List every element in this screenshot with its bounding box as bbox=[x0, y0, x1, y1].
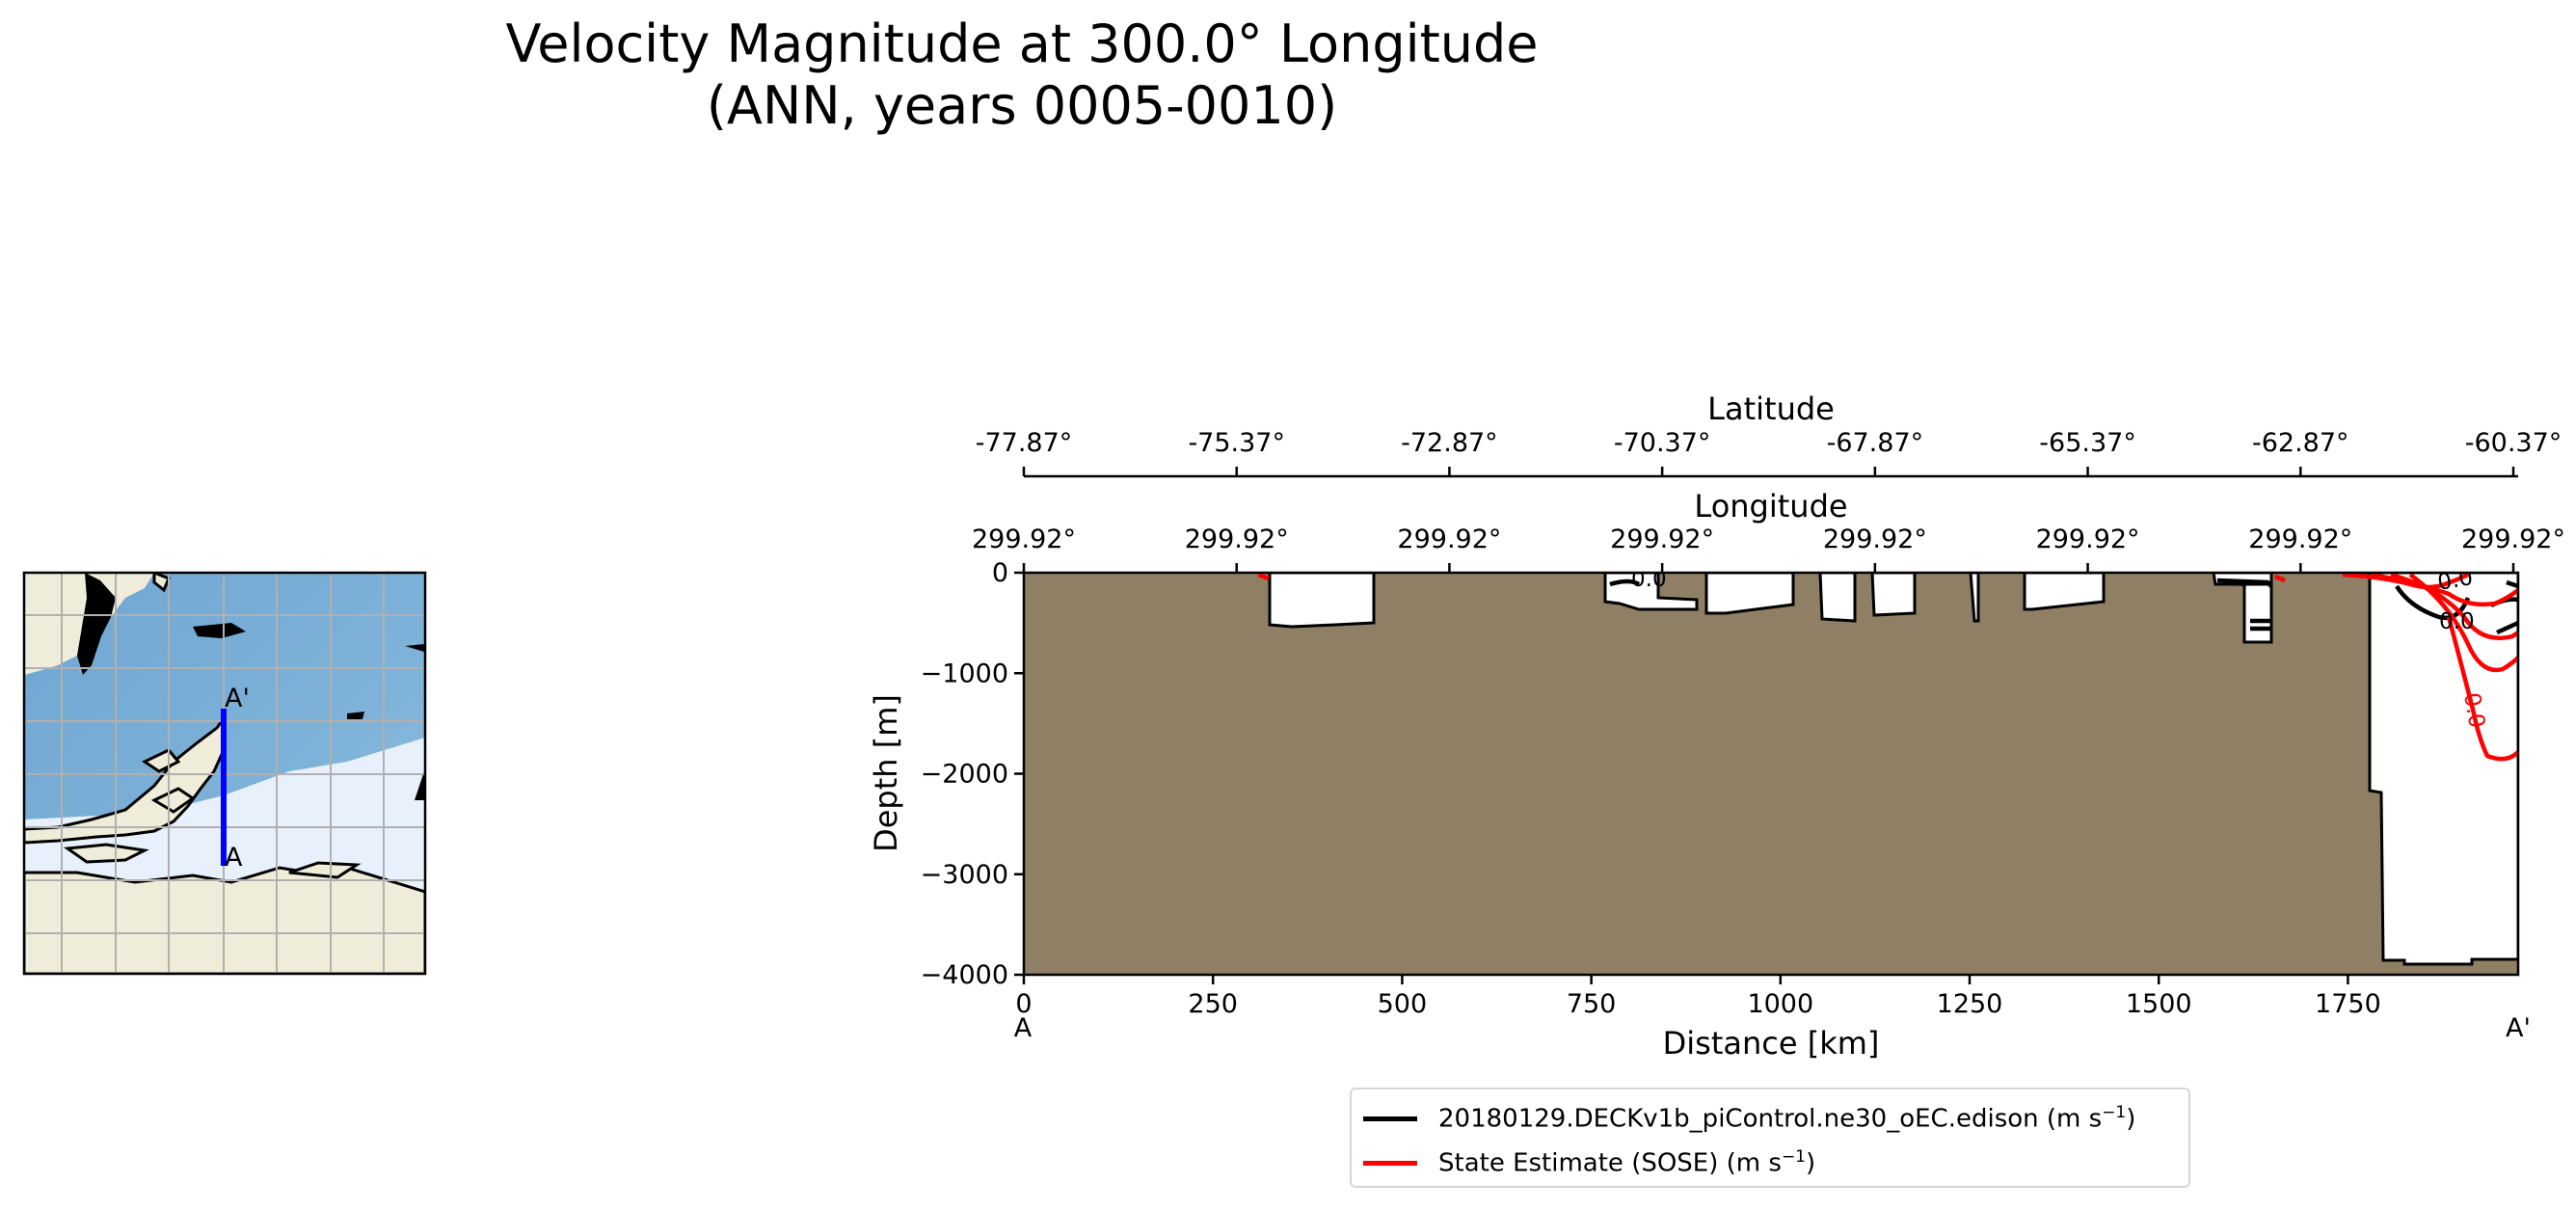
lon-tick-label: 299.92° bbox=[972, 524, 1076, 554]
contour-labels: 0.0 0.0 0.0 0.0 bbox=[1631, 565, 2489, 731]
lat-axis-ticks: -77.87° -75.37° -72.87° -70.37° -67.87° -65.3… bbox=[976, 428, 2563, 476]
model-contours bbox=[1609, 578, 2518, 635]
ocean-cavity-9 bbox=[2242, 582, 2273, 644]
ocean-cavity-5 bbox=[1870, 573, 1917, 617]
legend: 20180129.DECKv1b_piControl.ne30_oEC.edis… bbox=[1350, 1088, 2190, 1188]
y-tick-label: −1000 bbox=[921, 659, 1008, 688]
lon-tick-label: 299.92° bbox=[2248, 524, 2352, 554]
x-tick-label: 1000 bbox=[1747, 989, 1813, 1019]
lat-tick-label: -70.37° bbox=[1614, 428, 1711, 458]
lon-axis-label: Longitude bbox=[1694, 488, 1847, 524]
lon-tick-label: 299.92° bbox=[2461, 524, 2565, 554]
legend-label-sose: State Estimate (SOSE) (m s−1) bbox=[1438, 1147, 1816, 1178]
chart-title: Velocity Magnitude at 300.0° Longitude (… bbox=[309, 13, 1735, 137]
legend-entry-sose: State Estimate (SOSE) (m s−1) bbox=[1363, 1143, 1815, 1182]
y-axis-ticks: 0 −1000 −2000 −3000 −4000 bbox=[921, 558, 1024, 990]
legend-label-model: 20180129.DECKv1b_piControl.ne30_oEC.edis… bbox=[1438, 1103, 2136, 1134]
x-tick-label: 1500 bbox=[2126, 989, 2192, 1019]
y-axis-label: Depth [m] bbox=[868, 694, 904, 852]
y-tick-label: −3000 bbox=[921, 860, 1008, 890]
sose-contours bbox=[1257, 573, 2518, 762]
y-tick-label: −2000 bbox=[921, 760, 1008, 790]
ocean-cavity-6 bbox=[1969, 573, 1980, 623]
endpoint-right-label: A' bbox=[2506, 1013, 2531, 1043]
endpoint-left-label: A bbox=[1014, 1013, 1033, 1043]
lat-tick-label: -75.37° bbox=[1188, 428, 1285, 458]
legend-entry-model: 20180129.DECKv1b_piControl.ne30_oEC.edis… bbox=[1363, 1099, 2135, 1138]
lat-tick-label: -60.37° bbox=[2465, 428, 2563, 458]
lon-tick-label: 299.92° bbox=[1610, 524, 1714, 554]
ocean-cavity-3 bbox=[1704, 573, 1795, 615]
contour-label: 0.0 bbox=[2439, 609, 2475, 634]
ocean-deep-basin bbox=[2348, 573, 2518, 966]
contour-label: 0.0 bbox=[1631, 567, 1667, 592]
ocean-cavity-1 bbox=[1268, 573, 1376, 629]
legend-swatch-model bbox=[1363, 1116, 1417, 1121]
lat-tick-label: -72.87° bbox=[1401, 428, 1498, 458]
lon-axis-ticks: 299.92° 299.92° 299.92° 299.92° 299.92° 299.9… bbox=[972, 524, 2565, 573]
chart-title-line1: Velocity Magnitude at 300.0° Longitude bbox=[505, 13, 1539, 74]
x-tick-label: 500 bbox=[1378, 989, 1428, 1019]
lon-tick-label: 299.92° bbox=[2036, 524, 2140, 554]
x-axis-label: Distance [km] bbox=[1663, 1025, 1880, 1062]
x-tick-label: 1750 bbox=[2315, 989, 2381, 1019]
lat-tick-label: -77.87° bbox=[976, 428, 1073, 458]
contour-label: 0.0 bbox=[2436, 565, 2476, 596]
lat-tick-label: -67.87° bbox=[1827, 428, 1924, 458]
y-tick-label: 0 bbox=[992, 558, 1008, 588]
lat-tick-label: -62.87° bbox=[2252, 428, 2349, 458]
x-tick-label: 1250 bbox=[1937, 989, 2003, 1019]
lon-tick-label: 299.92° bbox=[1823, 524, 1927, 554]
lat-axis-label: Latitude bbox=[1707, 390, 1835, 427]
lat-tick-label: -65.37° bbox=[2039, 428, 2136, 458]
lon-tick-label: 299.92° bbox=[1185, 524, 1289, 554]
y-tick-label: −4000 bbox=[921, 960, 1008, 990]
x-tick-label: 750 bbox=[1567, 989, 1617, 1019]
x-axis-ticks: 0 250 500 750 1000 1250 1500 1750 bbox=[1015, 975, 2381, 1019]
legend-swatch-sose bbox=[1363, 1160, 1417, 1166]
x-tick-label: 0 bbox=[1015, 989, 1032, 1019]
land-mask bbox=[1024, 573, 2518, 975]
lon-tick-label: 299.92° bbox=[1397, 524, 1501, 554]
ocean-cavity-4 bbox=[1818, 573, 1857, 623]
ocean-cavity-7 bbox=[2023, 573, 2106, 611]
contour-label: 0.0 bbox=[2458, 691, 2489, 731]
chart-title-line2: (ANN, years 0005-0010) bbox=[706, 75, 1338, 136]
x-tick-label: 250 bbox=[1188, 989, 1238, 1019]
